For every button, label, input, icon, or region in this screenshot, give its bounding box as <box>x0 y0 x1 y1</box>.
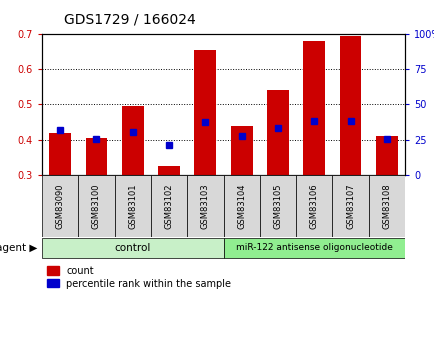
Bar <box>78 175 114 237</box>
Text: control: control <box>114 243 151 253</box>
Bar <box>42 175 78 237</box>
Bar <box>302 41 324 175</box>
Text: GSM83102: GSM83102 <box>164 183 173 229</box>
Text: GSM83090: GSM83090 <box>56 183 65 229</box>
Legend: count, percentile rank within the sample: count, percentile rank within the sample <box>47 266 231 289</box>
Bar <box>49 132 71 175</box>
Text: GSM83101: GSM83101 <box>128 183 137 229</box>
Text: GSM83106: GSM83106 <box>309 183 318 229</box>
Bar <box>158 166 180 175</box>
Text: GSM83105: GSM83105 <box>273 183 282 229</box>
Text: GSM83100: GSM83100 <box>92 183 101 229</box>
Bar <box>230 126 252 175</box>
Bar <box>223 175 259 237</box>
Bar <box>296 175 332 237</box>
Text: miR-122 antisense oligonucleotide: miR-122 antisense oligonucleotide <box>235 244 392 253</box>
Bar <box>368 175 404 237</box>
Text: GSM83104: GSM83104 <box>237 183 246 229</box>
Bar <box>42 238 223 258</box>
Text: GSM83107: GSM83107 <box>345 183 354 229</box>
Bar <box>151 175 187 237</box>
Bar <box>85 138 107 175</box>
Bar <box>223 238 404 258</box>
Bar <box>266 90 288 175</box>
Bar <box>332 175 368 237</box>
Text: agent ▶: agent ▶ <box>0 243 38 253</box>
Text: GSM83103: GSM83103 <box>201 183 209 229</box>
Bar <box>187 175 223 237</box>
Bar <box>114 175 151 237</box>
Bar <box>122 106 143 175</box>
Bar <box>375 136 397 175</box>
Text: GSM83108: GSM83108 <box>381 183 391 229</box>
Bar <box>194 50 216 175</box>
Bar <box>259 175 296 237</box>
Text: GDS1729 / 166024: GDS1729 / 166024 <box>64 13 195 27</box>
Bar <box>339 36 361 175</box>
